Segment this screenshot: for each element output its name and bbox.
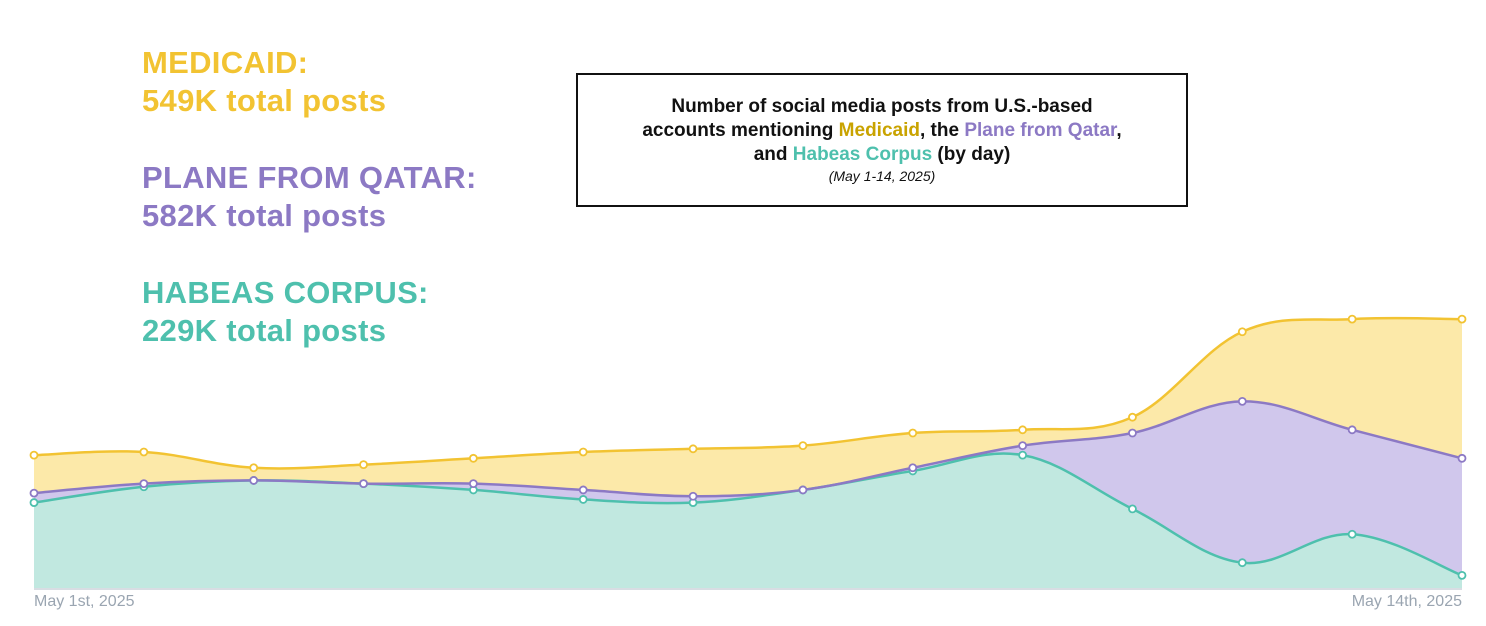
point-plane-from-qatar-9[interactable] [1018,441,1028,451]
total-habeas: HABEAS CORPUS: 229K total posts [142,274,477,350]
x-tick-label-start: May 1st, 2025 [34,593,135,610]
point-plane-from-qatar-4[interactable] [468,479,478,489]
title-habeas: Habeas Corpus [792,144,933,165]
area-layers [34,318,1462,588]
total-medicaid-value: 549K total posts [142,83,387,118]
point-habeas-corpus-11[interactable] [1237,558,1247,568]
point-habeas-corpus-9[interactable] [1018,450,1028,460]
line-plane-from-qatar [33,400,1463,498]
title-text: , the [919,120,965,141]
point-plane-from-qatar-11[interactable] [1237,396,1247,406]
point-plane-from-qatar-13[interactable] [1457,453,1467,463]
series-lines [33,316,1463,577]
total-qatar: PLANE FROM QATAR: 582K total posts [142,159,477,235]
point-plane-from-qatar-0[interactable] [29,488,39,498]
point-plane-from-qatar-2[interactable] [249,476,259,485]
title-text: (by day) [932,144,1011,165]
point-medicaid-2[interactable] [249,463,259,473]
point-plane-from-qatar-3[interactable] [359,479,368,489]
point-medicaid-10[interactable] [1128,412,1137,422]
point-medicaid-7[interactable] [798,441,808,451]
x-tick-label-end: May 14th, 2025 [1352,593,1462,610]
point-medicaid-9[interactable] [1018,425,1028,435]
point-medicaid-12[interactable] [1347,314,1357,324]
point-plane-from-qatar-7[interactable] [798,485,808,495]
point-medicaid-6[interactable] [688,444,698,454]
total-qatar-label: PLANE FROM QATAR: [142,160,477,195]
line-medicaid [33,316,1463,470]
area-habeas-corpus [34,453,1462,588]
series-points [29,314,1467,580]
point-plane-from-qatar-1[interactable] [139,479,149,489]
chart-title-box: Number of social media posts from U.S.-b… [576,73,1188,207]
title-text: and [753,144,793,165]
total-habeas-label: HABEAS CORPUS: [142,275,429,310]
area-plane-from-qatar [34,401,1462,576]
area-medicaid [34,318,1462,497]
title-medicaid: Medicaid [838,120,920,141]
point-plane-from-qatar-5[interactable] [578,485,588,495]
total-medicaid: MEDICAID: 549K total posts [142,44,477,120]
chart-title-line1: Number of social media posts from U.S.-b… [671,96,1093,117]
point-medicaid-1[interactable] [139,447,149,457]
point-habeas-corpus-10[interactable] [1128,504,1137,514]
point-medicaid-3[interactable] [359,460,368,470]
title-text: accounts mentioning [642,120,839,141]
point-medicaid-8[interactable] [908,428,918,438]
point-medicaid-4[interactable] [468,453,478,463]
total-qatar-value: 582K total posts [142,198,387,233]
chart-title-line2: accounts mentioning Medicaid, the Plane … [578,119,1186,143]
chart-subtitle: (May 1-14, 2025) [828,168,936,184]
point-plane-from-qatar-12[interactable] [1347,425,1357,435]
total-habeas-value: 229K total posts [142,313,387,348]
title-qatar: Plane from Qatar [964,120,1117,141]
point-habeas-corpus-0[interactable] [29,498,39,507]
point-medicaid-13[interactable] [1457,314,1467,324]
point-plane-from-qatar-10[interactable] [1128,428,1137,438]
total-medicaid-label: MEDICAID: [142,45,309,80]
totals-legend: MEDICAID: 549K total posts PLANE FROM QA… [142,44,477,389]
point-habeas-corpus-12[interactable] [1347,529,1357,539]
title-text: , [1116,120,1122,141]
point-medicaid-0[interactable] [29,450,39,460]
point-habeas-corpus-13[interactable] [1457,570,1467,580]
chart-title-line3: and Habeas Corpus (by day) [578,143,1186,167]
point-plane-from-qatar-8[interactable] [908,463,918,473]
point-medicaid-5[interactable] [578,447,588,457]
point-habeas-corpus-5[interactable] [578,495,588,504]
point-medicaid-11[interactable] [1237,327,1247,337]
point-plane-from-qatar-6[interactable] [688,491,698,501]
